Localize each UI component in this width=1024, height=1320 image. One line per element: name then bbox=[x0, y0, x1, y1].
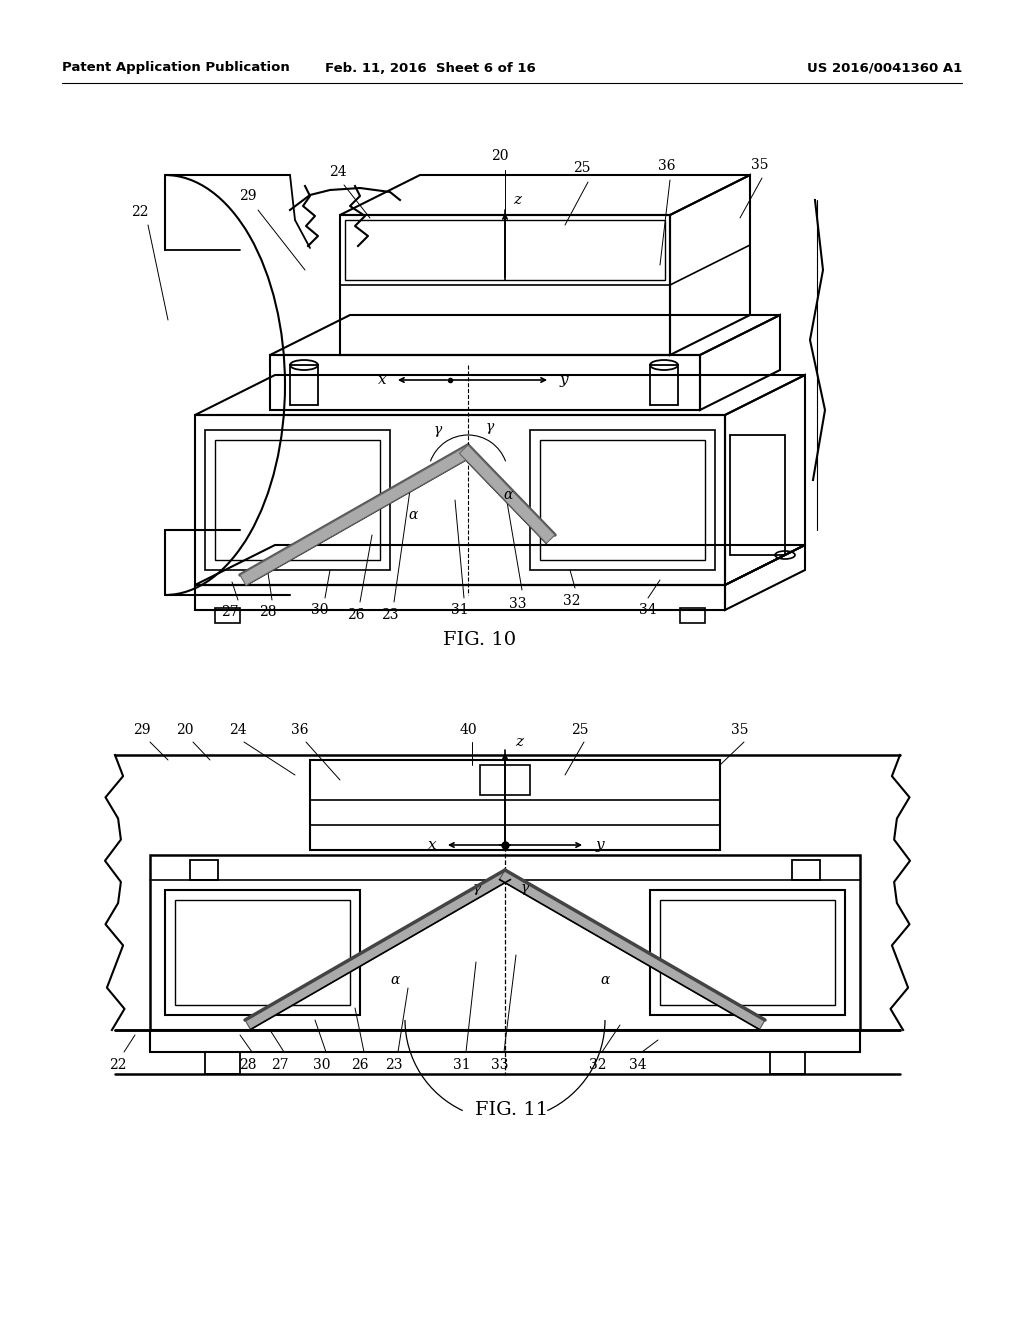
Text: α: α bbox=[504, 488, 513, 502]
Bar bbox=[205, 430, 390, 570]
Bar bbox=[792, 861, 820, 880]
Text: γ: γ bbox=[485, 420, 495, 434]
Text: 28: 28 bbox=[259, 605, 276, 619]
Bar bbox=[650, 890, 845, 1015]
Text: α: α bbox=[409, 508, 418, 521]
Polygon shape bbox=[240, 445, 474, 586]
Text: Feb. 11, 2016  Sheet 6 of 16: Feb. 11, 2016 Sheet 6 of 16 bbox=[325, 62, 536, 74]
Text: 23: 23 bbox=[381, 609, 398, 622]
Polygon shape bbox=[460, 445, 555, 544]
Text: 30: 30 bbox=[311, 603, 329, 616]
Bar bbox=[530, 430, 715, 570]
Bar bbox=[480, 766, 530, 795]
Bar bbox=[770, 1052, 805, 1074]
Text: z: z bbox=[513, 193, 521, 207]
Bar bbox=[150, 855, 860, 1030]
Text: 27: 27 bbox=[221, 605, 239, 619]
Text: 34: 34 bbox=[639, 603, 656, 616]
Bar bbox=[195, 414, 725, 585]
Text: Patent Application Publication: Patent Application Publication bbox=[62, 62, 290, 74]
Bar bbox=[190, 861, 218, 880]
Text: 28: 28 bbox=[240, 1059, 257, 1072]
Text: 25: 25 bbox=[571, 723, 589, 737]
Text: 20: 20 bbox=[176, 723, 194, 737]
Text: 36: 36 bbox=[291, 723, 309, 737]
Text: 26: 26 bbox=[351, 1059, 369, 1072]
Text: 31: 31 bbox=[452, 603, 469, 616]
Text: 34: 34 bbox=[629, 1059, 647, 1072]
Text: γ: γ bbox=[521, 880, 529, 895]
Text: 22: 22 bbox=[131, 205, 148, 219]
Text: z: z bbox=[515, 735, 523, 748]
Text: 31: 31 bbox=[454, 1059, 471, 1072]
Bar bbox=[340, 215, 670, 355]
Polygon shape bbox=[245, 870, 511, 1030]
Text: y: y bbox=[560, 374, 568, 387]
Text: x: x bbox=[428, 838, 436, 851]
Bar bbox=[195, 585, 725, 610]
Text: 30: 30 bbox=[313, 1059, 331, 1072]
Text: 33: 33 bbox=[492, 1059, 509, 1072]
Text: y: y bbox=[596, 838, 604, 851]
Bar bbox=[310, 760, 720, 850]
Text: 36: 36 bbox=[658, 158, 676, 173]
Text: 35: 35 bbox=[752, 158, 769, 172]
Text: γ: γ bbox=[434, 422, 442, 437]
Bar bbox=[345, 220, 665, 280]
Text: x: x bbox=[378, 374, 386, 387]
Text: 25: 25 bbox=[573, 161, 591, 176]
Polygon shape bbox=[500, 870, 765, 1030]
Bar bbox=[540, 440, 705, 560]
Text: 29: 29 bbox=[133, 723, 151, 737]
Text: FIG. 10: FIG. 10 bbox=[443, 631, 516, 649]
Bar bbox=[175, 900, 350, 1005]
Text: 29: 29 bbox=[240, 189, 257, 203]
Bar bbox=[270, 355, 700, 411]
Bar bbox=[730, 436, 785, 554]
Text: α: α bbox=[390, 973, 399, 987]
Bar bbox=[215, 609, 240, 623]
Bar bbox=[150, 1030, 860, 1052]
Text: 20: 20 bbox=[492, 149, 509, 162]
Text: 32: 32 bbox=[563, 594, 581, 609]
Text: 35: 35 bbox=[731, 723, 749, 737]
Bar bbox=[650, 366, 678, 405]
Bar bbox=[165, 890, 360, 1015]
Text: 26: 26 bbox=[347, 609, 365, 622]
Text: 40: 40 bbox=[459, 723, 477, 737]
Bar bbox=[215, 440, 380, 560]
Text: α: α bbox=[600, 973, 609, 987]
Bar bbox=[290, 366, 318, 405]
Text: γ: γ bbox=[473, 880, 481, 895]
Text: 23: 23 bbox=[385, 1059, 402, 1072]
Text: 33: 33 bbox=[509, 597, 526, 611]
Text: FIG. 11: FIG. 11 bbox=[475, 1101, 549, 1119]
Bar bbox=[660, 900, 835, 1005]
Text: 24: 24 bbox=[229, 723, 247, 737]
Text: 24: 24 bbox=[329, 165, 347, 180]
Text: 32: 32 bbox=[589, 1059, 607, 1072]
Text: 22: 22 bbox=[110, 1059, 127, 1072]
Bar bbox=[205, 1052, 240, 1074]
Text: US 2016/0041360 A1: US 2016/0041360 A1 bbox=[807, 62, 962, 74]
Text: 27: 27 bbox=[271, 1059, 289, 1072]
Bar bbox=[680, 609, 705, 623]
